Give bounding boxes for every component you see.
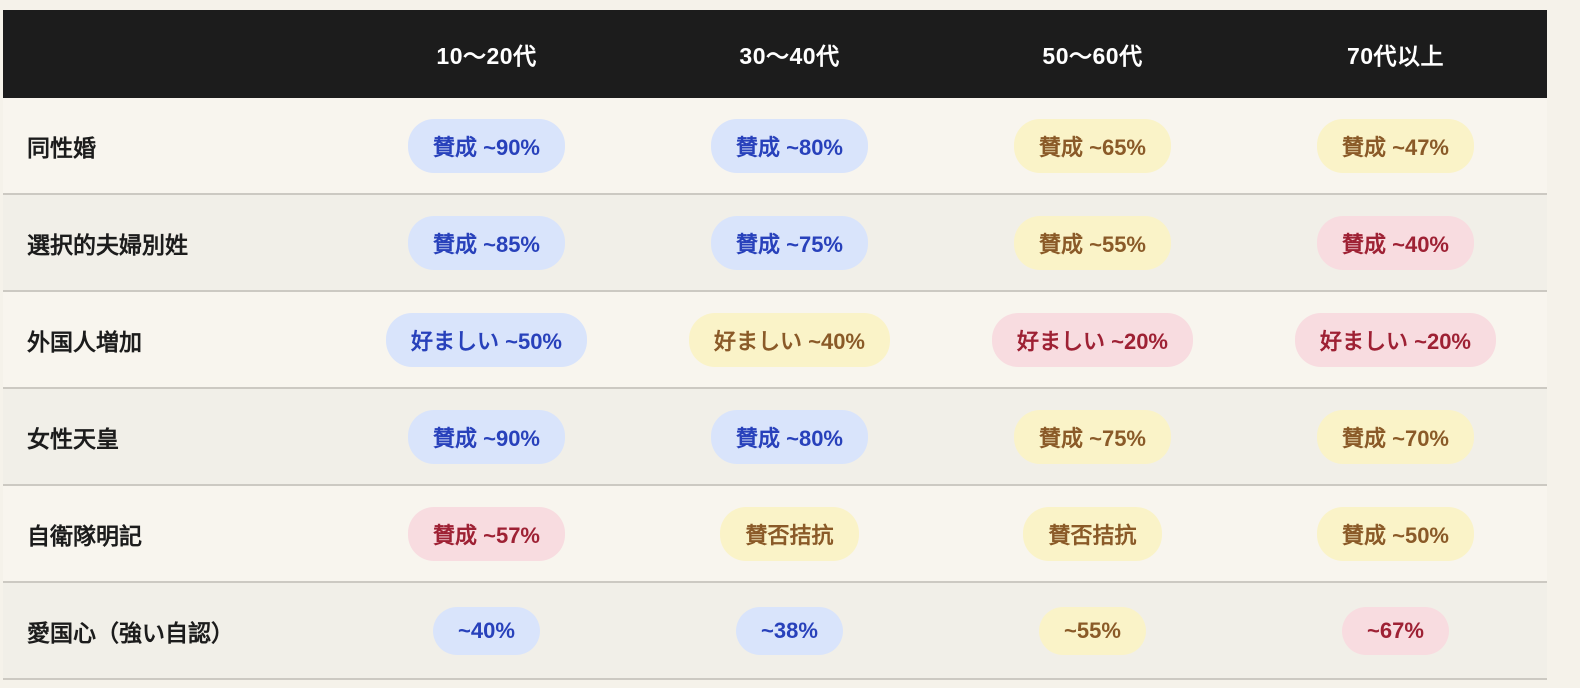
cell-pill: 賛成 ~50% [1317, 506, 1474, 561]
cell-pill: 賛成 ~90% [408, 409, 565, 464]
col-header-age-50-60: 50〜60代 [1042, 43, 1143, 69]
cell-pill: 賛成 ~80% [711, 409, 868, 464]
cell-pill: 賛成 ~80% [711, 118, 868, 173]
cell-pill: ~38% [736, 606, 843, 655]
table-row: 外国人増加 好ましい ~50% 好ましい ~40% 好ましい ~20% 好ましい… [3, 292, 1547, 389]
cell-pill: 賛成 ~40% [1317, 215, 1474, 270]
cell-pill: 賛成 ~57% [408, 506, 565, 561]
table-header: 10〜20代 30〜40代 50〜60代 70代以上 [3, 10, 1547, 98]
cell-pill: 賛否拮抗 [720, 506, 859, 561]
age-opinion-table: 10〜20代 30〜40代 50〜60代 70代以上 同性婚 賛成 ~90% 賛… [3, 10, 1547, 680]
table-row: 自衛隊明記 賛成 ~57% 賛否拮抗 賛否拮抗 賛成 ~50% [3, 486, 1547, 583]
col-header-age-30-40: 30〜40代 [739, 43, 840, 69]
cell-pill: 賛成 ~90% [408, 118, 565, 173]
cell-pill: 賛成 ~47% [1317, 118, 1474, 173]
cell-pill: ~40% [433, 606, 540, 655]
cell-pill: 好ましい ~40% [689, 312, 890, 367]
cell-pill: 賛成 ~75% [711, 215, 868, 270]
cell-pill: 賛成 ~75% [1014, 409, 1171, 464]
row-label: 外国人増加 [27, 328, 142, 355]
cell-pill: 賛成 ~65% [1014, 118, 1171, 173]
row-label: 愛国心（強い自認） [27, 619, 234, 646]
cell-pill: ~55% [1039, 606, 1146, 655]
table-body: 同性婚 賛成 ~90% 賛成 ~80% 賛成 ~65% 賛成 ~47% 選択的夫… [3, 98, 1547, 680]
row-label: 選択的夫婦別姓 [27, 231, 188, 258]
row-label: 女性天皇 [27, 425, 119, 452]
row-label: 自衛隊明記 [27, 522, 142, 549]
cell-pill: 賛成 ~55% [1014, 215, 1171, 270]
cell-pill: 好ましい ~20% [992, 312, 1193, 367]
cell-pill: 賛否拮抗 [1023, 506, 1162, 561]
cell-pill: 好ましい ~50% [386, 312, 587, 367]
table-row: 女性天皇 賛成 ~90% 賛成 ~80% 賛成 ~75% 賛成 ~70% [3, 389, 1547, 486]
row-label: 同性婚 [27, 134, 96, 161]
col-header-age-70plus: 70代以上 [1346, 43, 1445, 69]
table-row: 選択的夫婦別姓 賛成 ~85% 賛成 ~75% 賛成 ~55% 賛成 ~40% [3, 195, 1547, 292]
col-header-age-10-20: 10〜20代 [436, 43, 537, 69]
cell-pill: ~67% [1342, 606, 1449, 655]
table-row: 愛国心（強い自認） ~40% ~38% ~55% ~67% [3, 583, 1547, 680]
cell-pill: 賛成 ~70% [1317, 409, 1474, 464]
cell-pill: 賛成 ~85% [408, 215, 565, 270]
table-row: 同性婚 賛成 ~90% 賛成 ~80% 賛成 ~65% 賛成 ~47% [3, 98, 1547, 195]
cell-pill: 好ましい ~20% [1295, 312, 1496, 367]
